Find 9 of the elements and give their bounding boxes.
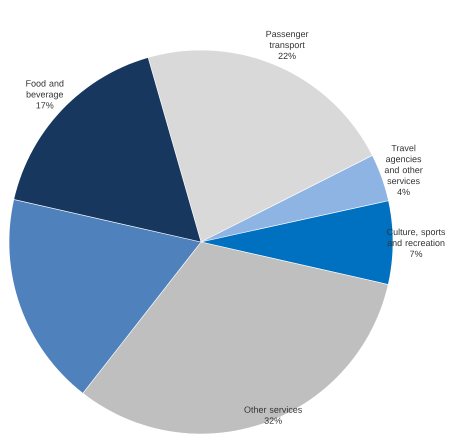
slice-label: Food and beverage <box>26 80 64 100</box>
slice-label: Other services <box>244 406 302 413</box>
data-label: 7% <box>410 250 422 257</box>
slice-label: Travel agencies and other services <box>384 144 423 184</box>
data-label: 22% <box>278 52 296 60</box>
slice-label: Passenger transport <box>266 30 308 50</box>
data-label: 17% <box>36 102 54 108</box>
data-label: 32% <box>264 417 282 424</box>
data-label: 4% <box>397 188 410 196</box>
